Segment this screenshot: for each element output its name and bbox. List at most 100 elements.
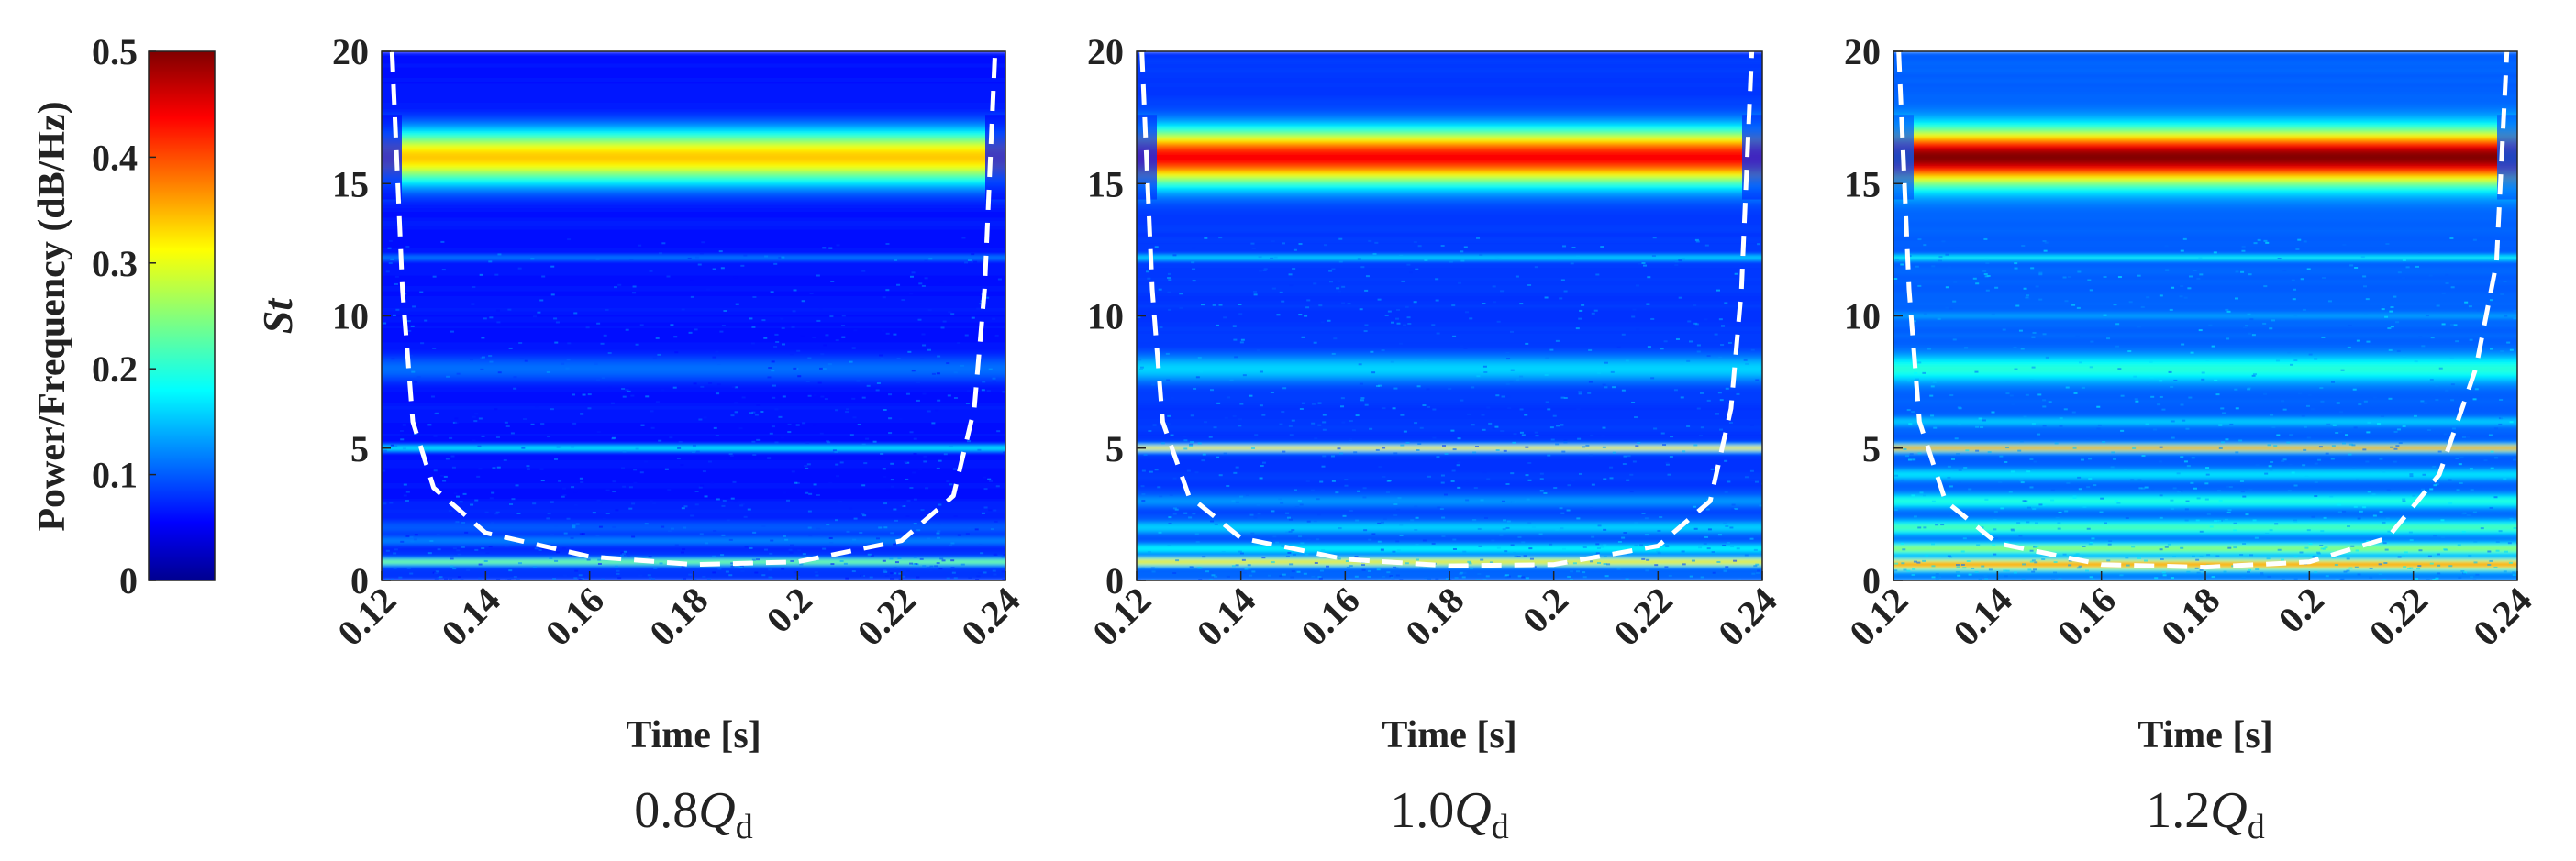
heatmap-speckle <box>2218 424 2223 426</box>
heatmap-speckle <box>769 432 773 435</box>
heatmap-speckle <box>454 417 459 420</box>
heatmap-speckle <box>2437 572 2441 575</box>
heatmap-speckle <box>1603 563 1607 566</box>
heatmap-speckle <box>1286 516 1291 519</box>
heatmap-speckle <box>716 362 721 365</box>
heatmap-speckle <box>1610 370 1615 373</box>
heatmap-speckle <box>1405 441 1410 444</box>
heatmap-cell-row <box>1893 162 2517 165</box>
heatmap-speckle <box>2053 561 2058 564</box>
heatmap-cell-row <box>1137 516 1762 520</box>
heatmap-cell-row <box>1137 245 1762 248</box>
heatmap-cell-row <box>1893 54 2517 58</box>
heatmap-speckle <box>2363 400 2368 403</box>
heatmap-speckle <box>2145 423 2149 425</box>
heatmap-speckle <box>1482 471 1487 474</box>
heatmap-speckle <box>661 242 666 245</box>
heatmap-cell-row <box>1137 262 1762 266</box>
heatmap-speckle <box>792 310 796 313</box>
heatmap-speckle <box>1755 379 1760 381</box>
x-tick-label: 0.24 <box>953 580 1027 654</box>
heatmap-speckle <box>1256 503 1260 506</box>
heatmap-speckle <box>802 553 806 556</box>
heatmap-speckle <box>680 464 684 467</box>
heatmap-speckle <box>1367 576 1371 579</box>
heatmap-cell-row <box>1893 224 2517 227</box>
heatmap-speckle <box>1960 563 1965 566</box>
heatmap-speckle <box>820 353 825 356</box>
heatmap-speckle <box>1449 260 1453 263</box>
heatmap-speckle <box>1953 469 1958 471</box>
heatmap-speckle <box>2495 549 2500 552</box>
heatmap-speckle <box>2260 572 2264 575</box>
heatmap-cell-row <box>1893 215 2517 218</box>
heatmap-speckle <box>681 308 685 311</box>
heatmap-speckle <box>2489 559 2493 562</box>
heatmap-speckle <box>2310 408 2315 411</box>
heatmap-speckle <box>749 412 753 414</box>
heatmap-cell-row <box>1137 233 1762 236</box>
heatmap-speckle <box>2014 368 2018 370</box>
heatmap-speckle <box>2267 444 2271 447</box>
heatmap-cell-row <box>1137 377 1762 381</box>
heatmap-speckle <box>1556 425 1560 427</box>
heatmap-cell-row <box>1137 285 1762 289</box>
heatmap-speckle <box>1717 392 1722 394</box>
heatmap-speckle <box>2372 514 2377 517</box>
heatmap-speckle <box>2499 399 2504 402</box>
heatmap-speckle <box>1159 326 1163 329</box>
heatmap-speckle <box>1460 259 1465 262</box>
heatmap-speckle <box>1331 352 1336 355</box>
heatmap-speckle <box>554 559 559 562</box>
heatmap-speckle <box>1496 320 1501 323</box>
heatmap-speckle <box>1488 422 1493 425</box>
heatmap-speckle <box>1324 244 1328 247</box>
heatmap-speckle <box>2303 240 2307 243</box>
heatmap-cell-row <box>382 527 1005 530</box>
heatmap-speckle <box>1231 565 1236 568</box>
heatmap-speckle <box>1903 568 1907 571</box>
heatmap-speckle <box>797 375 802 378</box>
heatmap-speckle <box>630 394 635 397</box>
heatmap-speckle <box>382 469 386 472</box>
heatmap-speckle <box>1893 509 1898 512</box>
heatmap-speckle <box>2170 507 2174 510</box>
heatmap-cell-row <box>382 203 1005 205</box>
heatmap-speckle <box>1348 439 1352 442</box>
heatmap-speckle <box>1214 575 1218 578</box>
heatmap-cell-row <box>382 123 1005 127</box>
heatmap-cell-row <box>1893 403 2517 407</box>
heatmap-speckle <box>669 436 673 439</box>
heatmap-speckle <box>2113 458 2117 460</box>
heatmap-cell-row <box>382 86 1005 89</box>
heatmap-speckle <box>856 380 861 382</box>
heatmap-speckle <box>1736 547 1740 550</box>
heatmap-speckle <box>710 481 715 484</box>
heatmap-speckle <box>1724 302 1728 304</box>
heatmap-cell-row <box>382 105 1005 109</box>
heatmap-speckle <box>2255 464 2260 467</box>
heatmap-cell-row <box>1893 182 2517 184</box>
heatmap-speckle <box>1686 359 1691 362</box>
heatmap-cell-row <box>1893 270 2517 273</box>
heatmap-speckle <box>904 460 908 463</box>
heatmap-cell-row <box>1893 143 2517 146</box>
heatmap-speckle <box>836 244 840 247</box>
heatmap-speckle <box>2127 350 2132 353</box>
heatmap-cell-row <box>1137 185 1762 188</box>
heatmap-speckle <box>907 350 912 353</box>
heatmap-cell-row <box>382 115 1005 117</box>
heatmap-cell-row <box>1893 395 2517 398</box>
heatmap-speckle <box>917 318 922 321</box>
heatmap-cell-row <box>1137 418 1762 421</box>
heatmap-speckle <box>1281 300 1285 303</box>
heatmap-cell-row <box>382 218 1005 222</box>
heatmap-cell-row <box>1137 327 1762 331</box>
heatmap-speckle <box>688 331 693 334</box>
heatmap-cell-row <box>1893 149 2517 153</box>
heatmap-speckle <box>460 579 464 580</box>
heatmap-speckle <box>683 526 687 529</box>
heatmap-speckle <box>2306 529 2311 532</box>
heatmap-cell-row <box>1137 281 1762 283</box>
heatmap-speckle <box>2277 548 2282 551</box>
